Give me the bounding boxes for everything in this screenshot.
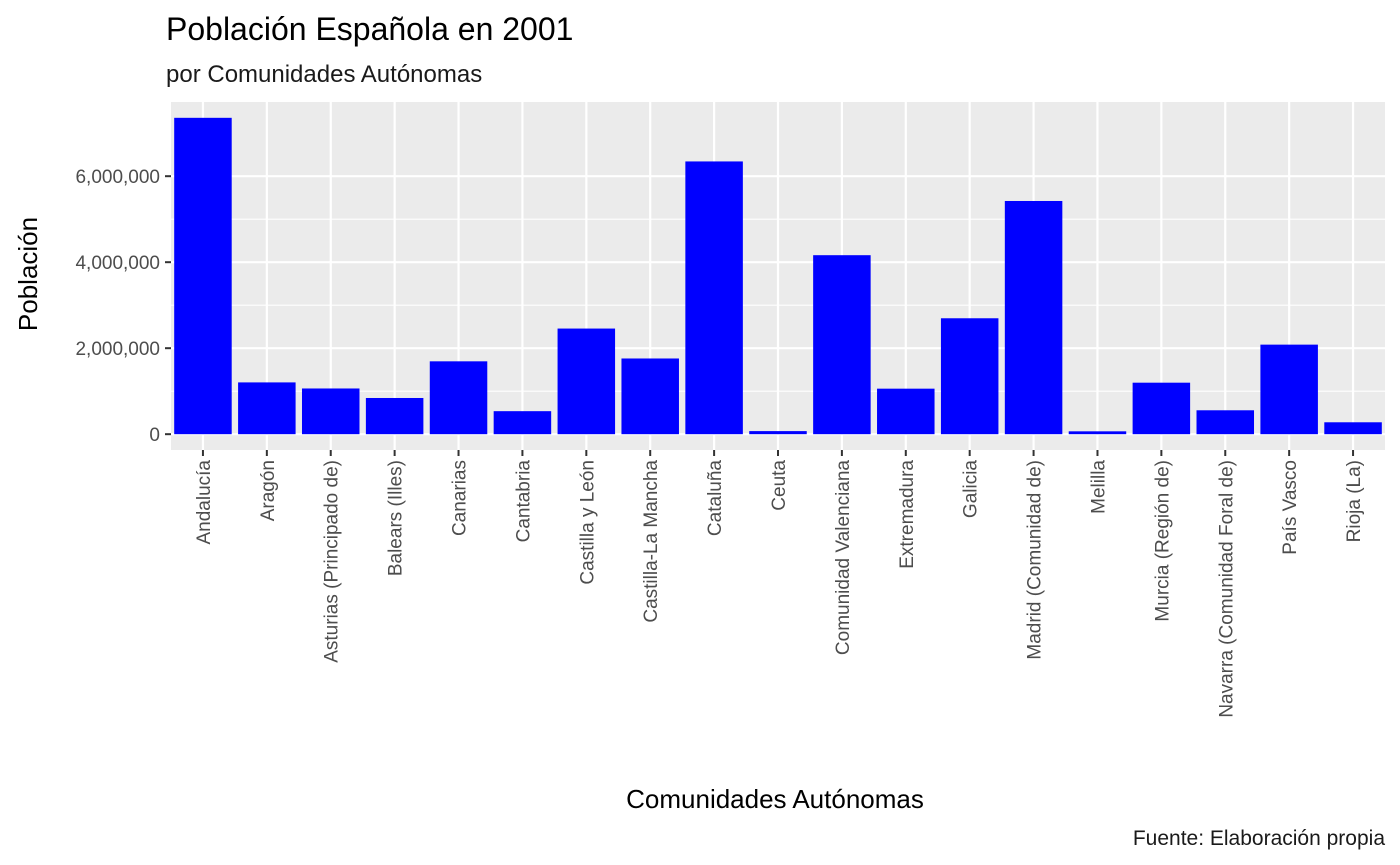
bar — [493, 411, 552, 435]
bar — [1004, 200, 1063, 435]
bar — [813, 255, 871, 435]
x-tick-label: Rioja (La) — [1344, 460, 1365, 542]
x-axis: Andalucía Aragón Asturias (Principado de) B… — [194, 450, 1365, 718]
x-tick-label: Cantabria — [513, 460, 534, 543]
y-tick-label: 2,000,000 — [75, 339, 160, 360]
bar — [685, 161, 743, 435]
chart-subtitle: por Comunidades Autónomas — [166, 61, 482, 88]
x-tick-label: Andalucía — [194, 460, 215, 545]
x-tick-label: Comunidad Valenciana — [833, 460, 854, 655]
y-axis: 0 2,000,000 4,000,000 6,000,000 — [75, 167, 171, 446]
bar — [1132, 382, 1191, 435]
y-tick-label: 0 — [149, 425, 160, 446]
bar — [1068, 431, 1127, 435]
bar — [940, 318, 999, 435]
bar — [1196, 410, 1255, 435]
bar — [429, 361, 488, 435]
bar — [301, 388, 360, 435]
bar — [621, 358, 679, 435]
bar — [877, 388, 935, 435]
x-tick-label: Murcia (Región de) — [1152, 460, 1173, 622]
chart-title: Población Española en 2001 — [166, 11, 573, 47]
x-tick-label: Madrid (Comunidad de) — [1025, 460, 1046, 660]
x-tick-label: País Vasco — [1280, 460, 1301, 555]
x-tick-label: Canarias — [450, 460, 471, 536]
y-tick-label: 4,000,000 — [75, 253, 160, 274]
y-tick-label: 6,000,000 — [75, 167, 160, 188]
bar — [238, 382, 296, 435]
bars — [174, 117, 1382, 435]
x-tick-label: Asturias (Principado de) — [322, 460, 343, 663]
bar — [749, 431, 807, 435]
x-tick-label: Melilla — [1088, 460, 1109, 514]
y-axis-title: Población — [13, 217, 43, 331]
chart-caption: Fuente: Elaboración propia — [1133, 827, 1385, 850]
bar — [365, 397, 424, 435]
x-tick-label: Castilla y León — [577, 460, 598, 585]
x-tick-label: Aragón — [258, 460, 279, 521]
x-tick-label: Navarra (Comunidad Foral de) — [1216, 460, 1237, 718]
x-tick-label: Galicia — [961, 460, 982, 519]
x-tick-label: Ceuta — [769, 460, 790, 511]
bar — [557, 328, 616, 435]
x-tick-label: Castilla-La Mancha — [641, 460, 662, 623]
x-tick-label: Extremadura — [897, 460, 918, 569]
x-tick-label: Balears (Illes) — [386, 460, 407, 576]
x-axis-title: Comunidades Autónomas — [626, 784, 924, 814]
x-tick-label: Cataluña — [705, 460, 726, 536]
bar — [174, 117, 232, 435]
bar — [1324, 422, 1382, 435]
bar — [1260, 344, 1318, 435]
